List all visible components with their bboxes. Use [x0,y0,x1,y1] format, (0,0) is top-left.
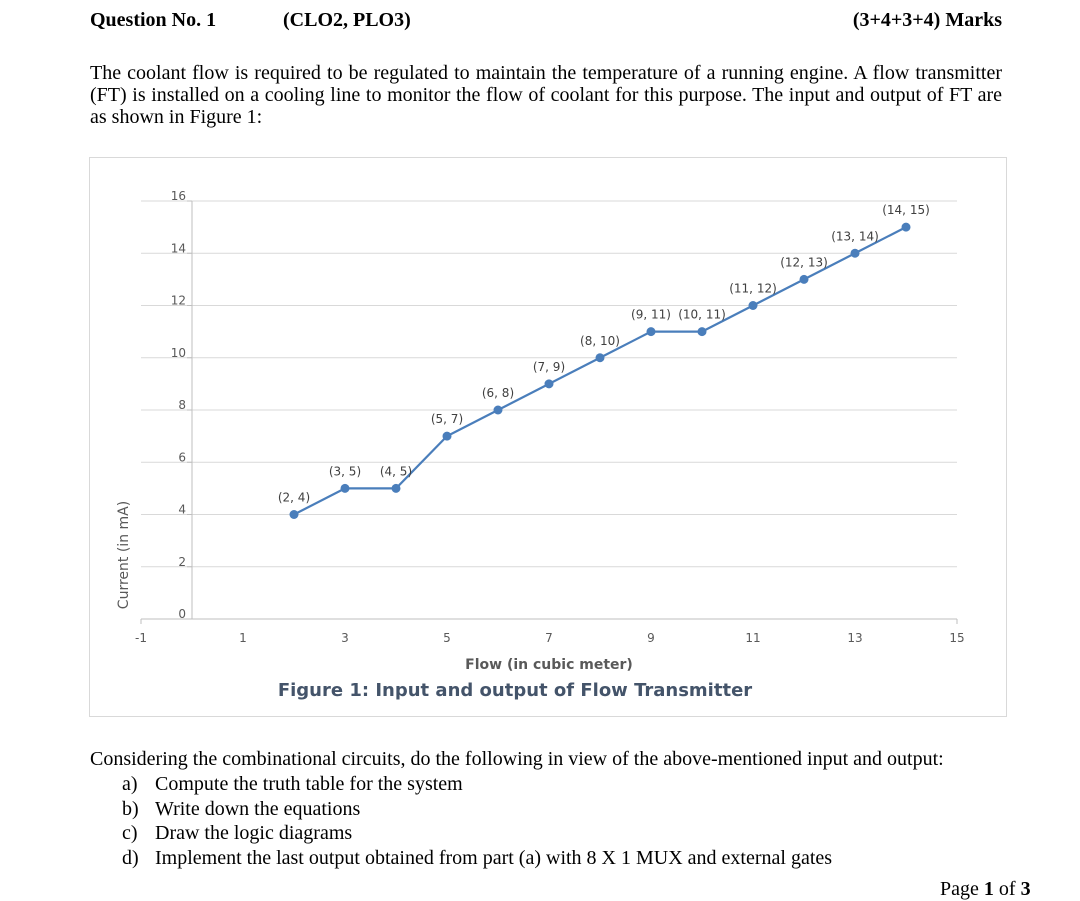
y-tick-labels: 0 2 4 6 8 10 12 14 16 [171,189,186,621]
x-tick-label: -1 [135,631,147,645]
data-label: (9, 11) [631,308,671,322]
data-label: (10, 11) [678,308,726,322]
data-point [595,353,605,363]
data-point [340,483,350,493]
data-label: (4, 5) [380,464,412,478]
figure-caption: Figure 1: Input and output of Flow Trans… [278,680,752,701]
data-point [289,510,299,519]
task-item: c) Draw the logic diagrams [122,821,832,846]
task-text: Write down the equations [155,797,361,820]
y-tick-label: 6 [178,450,186,464]
task-marker: b) [122,797,139,820]
data-point [901,222,911,232]
task-item: d) Implement the last output obtained fro… [122,846,832,871]
gridlines [141,200,957,568]
page-current: 1 [983,878,994,900]
data-point [646,327,656,337]
y-tick-label: 16 [171,189,186,203]
data-point [748,301,758,310]
data-point [799,274,809,284]
x-tick-labels: -1 1 3 5 7 9 11 13 15 [135,631,965,645]
y-tick-label: 10 [171,346,186,360]
tasks-intro: Considering the combinational circuits, … [90,748,944,770]
x-tick-label: 3 [341,631,349,645]
axes [140,200,958,624]
data-label: (11, 12) [729,282,777,296]
page-number: Page 1 of 3 [940,878,1031,901]
data-labels: (2, 4) (3, 5) (4, 5) (5, 7) (6, 8) (7, 9) (8, … [278,203,930,504]
figure-1-frame: -1 1 3 5 7 9 11 13 15 0 2 4 6 8 10 12 14 16 (2, 4) (3, 5)… [89,157,1007,717]
x-tick-label: 15 [949,631,964,645]
data-point [697,327,707,337]
data-point [850,248,860,258]
task-item: b) Write down the equations [122,797,832,822]
data-label: (3, 5) [329,464,361,478]
x-tick-label: 11 [745,631,760,645]
task-text: Draw the logic diagrams [155,822,353,844]
y-tick-label: 2 [178,555,186,569]
y-tick-label: 0 [178,607,186,621]
data-points [289,222,911,519]
task-text: Implement the last output obtained from … [155,846,833,869]
page-prefix: Page [940,878,984,900]
question-number: Question No. 1 [90,9,217,31]
data-point [544,379,554,389]
x-axis-title: Flow (in cubic meter) [465,657,633,673]
y-tick-label: 14 [171,241,186,255]
task-marker: d) [122,846,139,869]
data-point [442,431,452,441]
x-tick-label: 13 [847,631,862,645]
y-tick-label: 8 [178,398,186,412]
data-label: (8, 10) [580,334,620,348]
data-label: (12, 13) [780,255,828,269]
x-tick-label: 1 [239,631,247,645]
y-axis-title: Current (in mA) [116,501,132,609]
data-point [391,483,401,493]
data-label: (5, 7) [431,412,463,426]
task-text: Compute the truth table for the system [155,773,463,795]
task-marker: a) [122,773,138,795]
x-tick-label: 7 [545,631,553,645]
page-total: 3 [1020,878,1031,900]
x-tick-label: 5 [443,631,451,645]
x-tick-label: 9 [647,631,655,645]
task-marker: c) [122,822,138,844]
data-label: (7, 9) [533,360,565,374]
clo-plo-label: (CLO2, PLO3) [283,9,411,31]
y-tick-label: 4 [178,503,186,517]
task-list: a) Compute the truth table for the system… [122,772,832,870]
data-label: (13, 14) [831,229,879,243]
data-label: (14, 15) [882,203,930,217]
intro-paragraph: The coolant flow is required to be regul… [90,62,1002,128]
task-item: a) Compute the truth table for the system [122,772,832,797]
data-label: (2, 4) [278,491,310,505]
marks-label: (3+4+3+4) Marks [852,9,1002,31]
y-tick-label: 12 [171,294,186,308]
page-mid: of [993,878,1021,900]
data-point [493,405,503,415]
data-label: (6, 8) [482,386,514,400]
